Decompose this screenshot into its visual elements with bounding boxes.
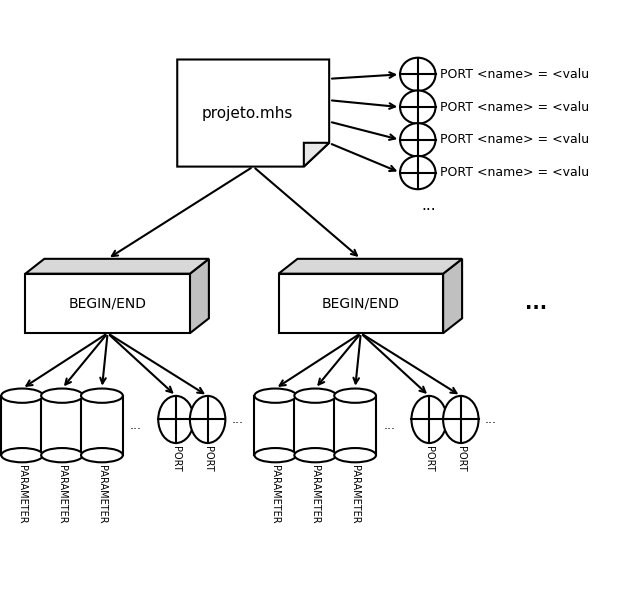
Polygon shape [25, 259, 209, 274]
Ellipse shape [41, 448, 83, 462]
Polygon shape [279, 259, 462, 274]
Ellipse shape [190, 396, 225, 443]
Text: ...: ... [232, 413, 243, 426]
Ellipse shape [334, 389, 376, 403]
Polygon shape [334, 396, 376, 455]
Ellipse shape [81, 389, 123, 403]
Polygon shape [279, 274, 443, 333]
Ellipse shape [158, 396, 194, 443]
Text: PORT <name> = <valu: PORT <name> = <valu [440, 68, 589, 81]
Ellipse shape [294, 389, 336, 403]
Ellipse shape [254, 448, 296, 462]
Polygon shape [304, 143, 329, 167]
Ellipse shape [1, 448, 43, 462]
Text: PORT: PORT [203, 446, 213, 472]
Circle shape [400, 58, 436, 91]
Text: PORT: PORT [171, 446, 181, 472]
Text: ...: ... [421, 198, 436, 213]
Ellipse shape [1, 389, 43, 403]
Circle shape [400, 90, 436, 124]
Polygon shape [1, 396, 43, 455]
Text: PARAMETER: PARAMETER [270, 465, 280, 524]
Text: PARAMETER: PARAMETER [57, 465, 67, 524]
Text: ...: ... [485, 413, 496, 426]
Text: PARAMETER: PARAMETER [350, 465, 360, 524]
Ellipse shape [443, 396, 479, 443]
Text: BEGIN/END: BEGIN/END [322, 296, 400, 311]
Text: PORT <name> = <valu: PORT <name> = <valu [440, 166, 589, 179]
Polygon shape [81, 396, 123, 455]
Polygon shape [443, 259, 462, 333]
Text: ...: ... [130, 419, 142, 432]
Polygon shape [25, 274, 190, 333]
Text: projeto.mhs: projeto.mhs [201, 105, 292, 121]
Ellipse shape [254, 389, 296, 403]
Ellipse shape [411, 396, 447, 443]
Text: PORT <name> = <valu: PORT <name> = <valu [440, 133, 589, 146]
Text: ...: ... [525, 294, 548, 313]
Ellipse shape [334, 448, 376, 462]
Text: BEGIN/END: BEGIN/END [68, 296, 147, 311]
Ellipse shape [294, 448, 336, 462]
Polygon shape [254, 396, 296, 455]
Circle shape [400, 123, 436, 156]
Polygon shape [177, 60, 329, 167]
Text: PORT <name> = <valu: PORT <name> = <valu [440, 101, 589, 114]
Text: PORT: PORT [456, 446, 466, 472]
Text: PARAMETER: PARAMETER [17, 465, 27, 524]
Ellipse shape [41, 389, 83, 403]
Polygon shape [190, 259, 209, 333]
Text: ...: ... [384, 419, 395, 432]
Ellipse shape [81, 448, 123, 462]
Text: PARAMETER: PARAMETER [97, 465, 107, 524]
Polygon shape [41, 396, 83, 455]
Polygon shape [294, 396, 336, 455]
Text: PARAMETER: PARAMETER [310, 465, 320, 524]
Text: PORT: PORT [424, 446, 434, 472]
Circle shape [400, 156, 436, 189]
